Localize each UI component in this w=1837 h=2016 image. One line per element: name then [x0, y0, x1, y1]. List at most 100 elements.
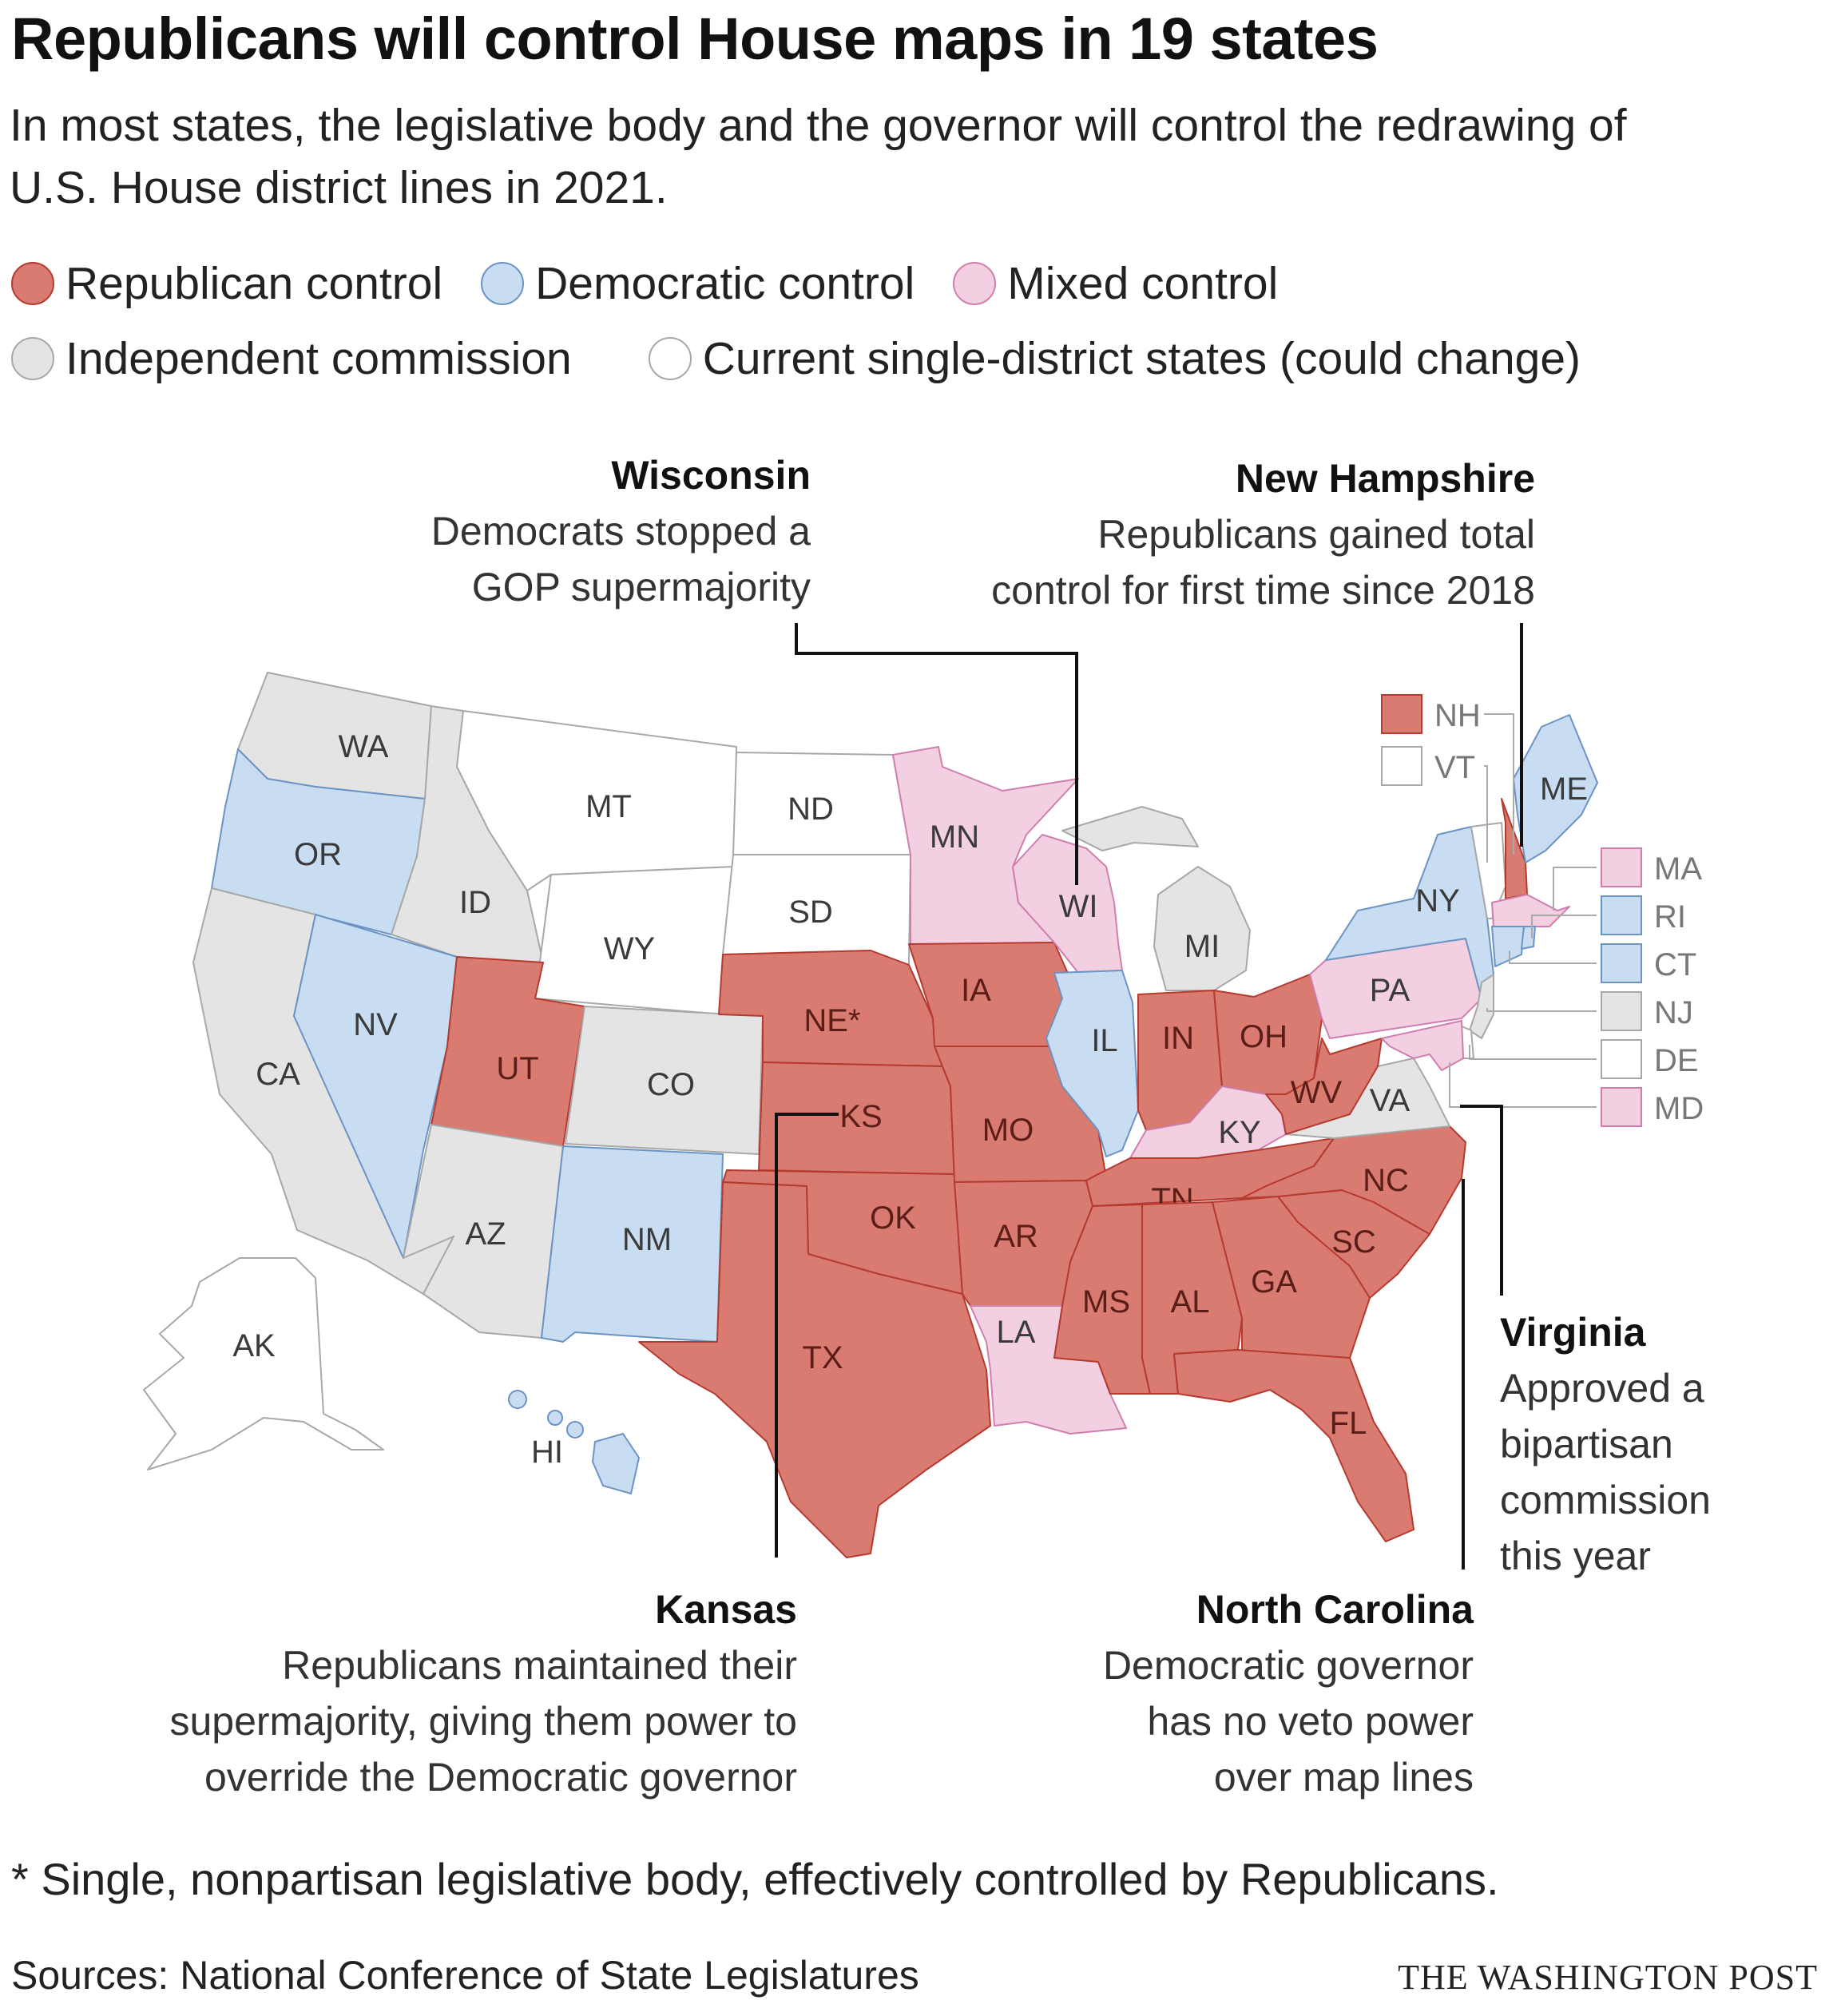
state-NE: NE* [718, 950, 943, 1067]
state-label-OR: OR [294, 837, 342, 872]
small-state-swatch-DE [1601, 1039, 1642, 1079]
state-label-CA: CA [256, 1057, 300, 1092]
state-FL: FL [1173, 1349, 1414, 1542]
annotation-line-new-hampshire-1: Republicans gained total [1097, 512, 1535, 557]
small-state-swatch-RI [1601, 895, 1642, 935]
state-MI: MI [1061, 806, 1251, 991]
state-label-ME: ME [1540, 772, 1588, 807]
state-label-SD: SD [788, 895, 833, 930]
annotation-title-new-hampshire: New Hampshire [1236, 456, 1535, 501]
chart-subtitle: In most states, the legislative body and… [10, 100, 1627, 213]
source-note: Sources: National Conference of State Le… [11, 1953, 919, 1998]
small-state-swatch-NJ [1601, 991, 1642, 1031]
state-label-WY: WY [604, 931, 655, 966]
state-label-AR: AR [994, 1219, 1038, 1254]
legend-label-single: Current single-district states (could ch… [702, 333, 1581, 384]
state-label-CO: CO [647, 1067, 695, 1102]
state-label-NM: NM [622, 1222, 672, 1257]
state-AZ: AZ [403, 1124, 564, 1339]
annotation-line-kansas-2: supermajority, giving them power to [169, 1699, 797, 1744]
small-state-label-RI: RI [1654, 899, 1686, 935]
annotation-north-carolina: North Carolina Democratic governor has n… [1103, 1587, 1474, 1800]
state-CT [1491, 926, 1525, 967]
state-LA: LA [970, 1305, 1127, 1435]
small-state-label-VT: VT [1434, 750, 1475, 785]
state-label-WA: WA [339, 729, 389, 764]
state-MD [1381, 1020, 1464, 1071]
state-label-FL: FL [1330, 1406, 1367, 1441]
state-MA [1491, 894, 1570, 927]
state-label-KS: KS [839, 1099, 882, 1134]
legend-item-single: Current single-district states (could ch… [648, 332, 1581, 385]
annotation-line-wisconsin-2: GOP supermajority [472, 565, 811, 609]
state-label-IN: IN [1162, 1021, 1194, 1056]
state-label-NV: NV [353, 1007, 398, 1042]
legend-label-commission: Independent commission [65, 333, 572, 384]
state-label-VA: VA [1370, 1083, 1410, 1118]
small-state-swatch-MA [1601, 847, 1642, 887]
small-state-connector-CT [1509, 950, 1597, 964]
state-AK: AK [143, 1257, 384, 1470]
small-state-label-NJ: NJ [1654, 995, 1693, 1030]
annotation-line-virginia-4: this year [1500, 1534, 1651, 1578]
annotation-line-kansas-3: override the Democratic governor [204, 1755, 797, 1800]
leader-line-virginia [1460, 1105, 1503, 1296]
small-state-connector-RI [1531, 915, 1597, 939]
state-label-MO: MO [982, 1113, 1034, 1148]
legend-swatch-commission [11, 337, 54, 380]
annotation-virginia: Virginia Approved a bipartisan commissio… [1500, 1310, 1711, 1578]
annotation-line-north-carolina-3: over map lines [1214, 1755, 1474, 1800]
state-label-LA: LA [997, 1315, 1036, 1350]
state-UT: UT [430, 956, 585, 1147]
small-state-label-CT: CT [1654, 947, 1696, 982]
state-MN: MN [892, 746, 1079, 945]
legend-swatch-republican [11, 262, 54, 305]
annotation-line-wisconsin-1: Democrats stopped a [431, 509, 811, 554]
state-label-AZ: AZ [465, 1216, 506, 1252]
legend-item-republican: Republican control [11, 257, 442, 310]
state-label-SC: SC [1331, 1224, 1376, 1260]
state-label-NE: NE* [803, 1003, 860, 1038]
small-state-connector-NJ [1486, 1008, 1597, 1012]
state-CO: CO [565, 1006, 764, 1155]
legend-label-republican: Republican control [65, 258, 443, 309]
state-WV: WV [1265, 1038, 1383, 1135]
annotation-line-virginia-2: bipartisan [1500, 1422, 1673, 1466]
state-IL: IL [1045, 970, 1139, 1157]
annotation-line-virginia-3: commission [1500, 1478, 1711, 1522]
small-state-swatch-MD [1601, 1087, 1642, 1127]
state-PA: PA [1309, 938, 1482, 1039]
legend-swatch-mixed [953, 262, 997, 305]
small-state-connector-MD [1449, 1062, 1597, 1108]
state-ND: ND [732, 752, 911, 855]
legend-item-commission: Independent commission [11, 332, 572, 385]
small-state-connector-VT [1484, 765, 1488, 863]
state-NC: NC [1241, 1125, 1466, 1235]
annotation-kansas: Kansas Republicans maintained their supe… [169, 1587, 797, 1800]
state-ME: ME [1513, 714, 1598, 863]
small-state-label-MA: MA [1654, 851, 1702, 887]
state-label-OH: OH [1240, 1019, 1287, 1054]
small-state-connector-MA [1553, 867, 1597, 911]
state-label-WV: WV [1291, 1075, 1343, 1110]
state-label-HI: HI [531, 1435, 563, 1470]
legend-label-democratic: Democratic control [535, 258, 915, 309]
small-state-swatch-NH [1381, 694, 1422, 734]
credit: THE WASHINGTON POST [1398, 1958, 1818, 1997]
state-label-OK: OK [870, 1200, 916, 1236]
legend-swatch-single [648, 337, 692, 380]
annotation-title-virginia: Virginia [1500, 1310, 1647, 1355]
small-state-label-NH: NH [1434, 698, 1481, 733]
state-label-NY: NY [1415, 883, 1460, 919]
state-IA: IA [908, 942, 1073, 1047]
small-state-legend: NH VT MA RI CT NJ DE MD [1381, 694, 1704, 1127]
state-label-AL: AL [1171, 1284, 1210, 1320]
leader-line-wisconsin [795, 623, 1078, 885]
annotation-title-wisconsin: Wisconsin [611, 453, 811, 498]
legend-label-mixed: Mixed control [1007, 258, 1279, 309]
state-SD: SD [722, 854, 911, 966]
small-state-label-MD: MD [1654, 1091, 1704, 1126]
legend-item-democratic: Democratic control [481, 257, 915, 310]
chart-title: Republicans will control House maps in 1… [11, 6, 1379, 72]
